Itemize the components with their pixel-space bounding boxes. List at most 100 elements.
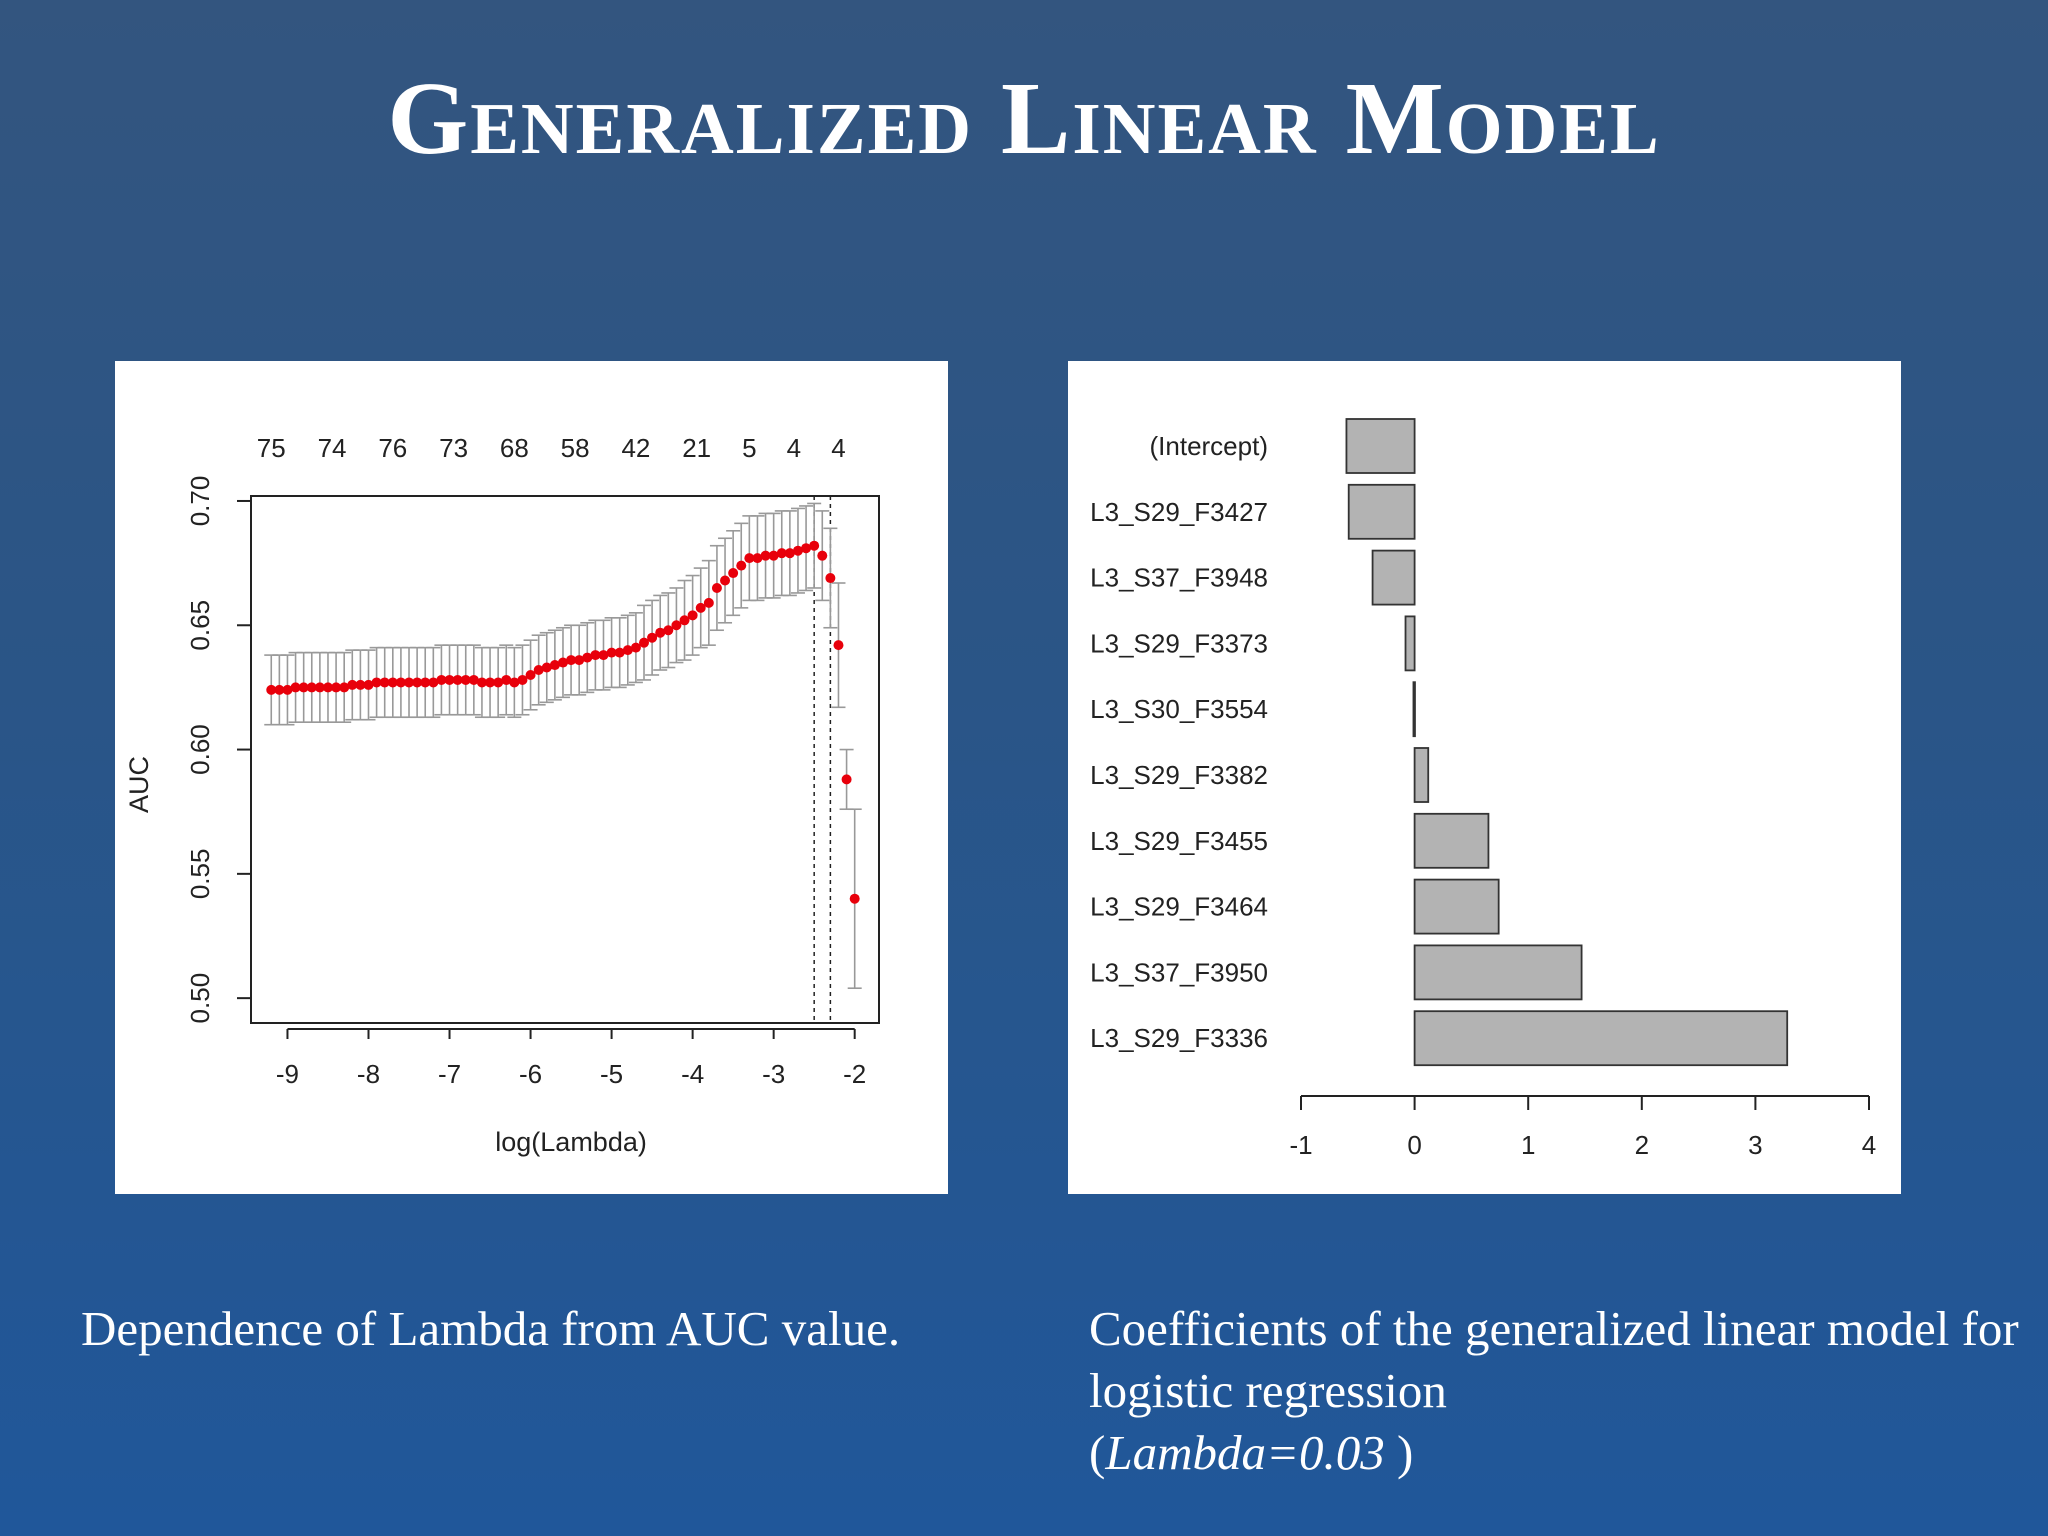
y-tick-label: 0.65 xyxy=(185,600,215,651)
data-point xyxy=(274,684,285,695)
slide-title: Generalized Linear Model xyxy=(387,61,1661,176)
data-point xyxy=(331,682,342,693)
coefficient-bar xyxy=(1412,681,1416,738)
data-point xyxy=(695,602,706,613)
y-axis-label: AUC xyxy=(124,756,154,813)
data-point xyxy=(404,677,415,688)
data-point xyxy=(630,642,641,653)
data-point xyxy=(728,568,739,579)
bar-category-label: L3_S29_F3455 xyxy=(1090,826,1268,856)
data-point xyxy=(387,677,398,688)
data-point xyxy=(841,774,852,785)
data-point xyxy=(849,893,860,904)
coefficient-bar xyxy=(1371,549,1416,606)
data-point xyxy=(371,677,382,688)
x-tick-label: -5 xyxy=(600,1059,623,1089)
data-point xyxy=(266,684,277,695)
x-axis-label: log(Lambda) xyxy=(495,1127,647,1157)
data-point xyxy=(460,674,471,685)
right-caption-lambda: Lambda=0.03 xyxy=(1105,1425,1385,1480)
data-point xyxy=(306,682,317,693)
data-point xyxy=(736,560,747,571)
data-point xyxy=(590,650,601,661)
top-axis-label: 73 xyxy=(439,433,468,463)
data-point xyxy=(493,677,504,688)
x-tick-label: -9 xyxy=(276,1059,299,1089)
top-axis-label: 21 xyxy=(682,433,711,463)
data-point xyxy=(687,610,698,621)
data-point xyxy=(282,684,293,695)
coefficient-bar xyxy=(1413,1010,1789,1067)
right-caption-paren-close: ) xyxy=(1384,1425,1414,1480)
data-point xyxy=(533,665,544,676)
coefficient-bar xyxy=(1345,418,1416,474)
auc-chart: -9 -8 -7 -6 -5 -4 -3 -2 0.50 0.55 0.60 0.65 0.70 log(… xyxy=(124,433,880,1157)
top-axis-label: 42 xyxy=(621,433,650,463)
data-point xyxy=(598,650,609,661)
data-point xyxy=(557,657,568,668)
coefficient-bar xyxy=(1413,878,1500,935)
data-point xyxy=(711,582,722,593)
bar-category-label: L3_S29_F3382 xyxy=(1090,760,1268,790)
y-tick-label: 0.50 xyxy=(185,973,215,1024)
right-caption-main: Coefficients of the generalized linear m… xyxy=(1089,1301,2019,1418)
data-point xyxy=(379,677,390,688)
coefficient-bar xyxy=(1413,944,1583,1001)
data-point xyxy=(314,682,325,693)
top-axis-label: 68 xyxy=(500,433,529,463)
y-tick-label: 0.60 xyxy=(185,724,215,775)
coefficient-chart-panel: (Intercept) L3_S29_F3427 L3_S37_F3948 L3_S2… xyxy=(1068,361,1901,1194)
data-point xyxy=(298,682,309,693)
bar-category-label: L3_S37_F3948 xyxy=(1090,563,1268,593)
data-point xyxy=(679,615,690,626)
data-point xyxy=(549,660,560,671)
data-point xyxy=(509,677,520,688)
data-point xyxy=(825,573,836,584)
auc-chart-panel: -9 -8 -7 -6 -5 -4 -3 -2 0.50 0.55 0.60 0.65 0.70 log(… xyxy=(115,361,948,1194)
bar-category-label: L3_S29_F3373 xyxy=(1090,628,1268,658)
y-tick-label: 0.55 xyxy=(185,849,215,900)
data-point xyxy=(606,647,617,658)
coefficient-bar xyxy=(1404,615,1416,672)
bar-category-label: L3_S29_F3427 xyxy=(1090,497,1268,527)
top-axis-label: 58 xyxy=(561,433,590,463)
right-caption-paren-open: ( xyxy=(1089,1425,1106,1480)
data-point xyxy=(647,632,658,643)
data-point xyxy=(809,540,820,551)
data-point xyxy=(412,677,423,688)
data-point xyxy=(517,674,528,685)
top-axis-label: 76 xyxy=(378,433,407,463)
data-point xyxy=(395,677,406,688)
x-tick-label: 2 xyxy=(1635,1130,1649,1160)
data-point xyxy=(322,682,333,693)
data-point xyxy=(784,548,795,559)
top-axis-label: 74 xyxy=(318,433,347,463)
x-tick-label: -1 xyxy=(1289,1130,1312,1160)
data-point xyxy=(476,677,487,688)
data-point xyxy=(622,645,633,656)
data-point xyxy=(792,545,803,556)
bar-category-label: L3_S30_F3554 xyxy=(1090,694,1268,724)
bar-category-label: L3_S29_F3336 xyxy=(1090,1023,1268,1053)
y-tick-label: 0.70 xyxy=(185,476,215,527)
x-tick-label: 4 xyxy=(1862,1130,1876,1160)
data-point xyxy=(671,620,682,631)
data-point xyxy=(347,679,358,690)
coefficient-bar xyxy=(1347,483,1416,540)
data-point xyxy=(566,655,577,666)
data-point xyxy=(663,625,674,636)
x-tick-label: -3 xyxy=(762,1059,785,1089)
bar-category-label: (Intercept) xyxy=(1150,431,1269,461)
data-point xyxy=(525,669,536,680)
data-point xyxy=(768,550,779,561)
data-point xyxy=(501,674,512,685)
data-point xyxy=(752,553,763,564)
plot-frame xyxy=(250,495,880,1024)
data-point xyxy=(428,677,439,688)
bar-category-label: L3_S37_F3950 xyxy=(1090,957,1268,987)
right-caption: Coefficients of the generalized linear m… xyxy=(1089,1298,2039,1484)
data-point xyxy=(776,548,787,559)
data-point xyxy=(541,662,552,673)
data-point xyxy=(582,652,593,663)
top-axis-label: 4 xyxy=(787,433,801,463)
